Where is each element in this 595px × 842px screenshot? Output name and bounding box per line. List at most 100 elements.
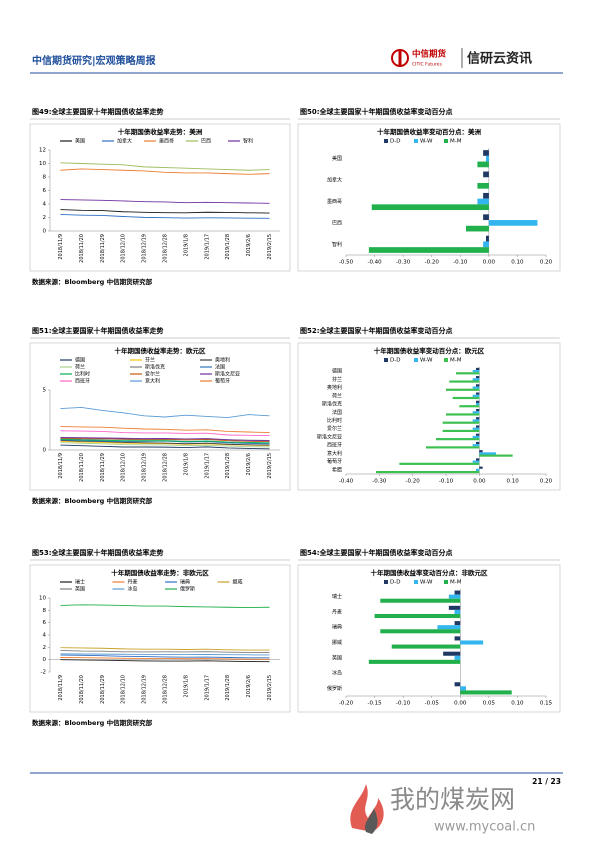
figure-title: 图52:全球主要国家十年期国债收益率变动百分点 xyxy=(300,326,453,335)
bar xyxy=(476,458,480,461)
bar xyxy=(452,396,480,400)
category-label: 奥地利 xyxy=(327,384,342,391)
x-tick-label: 2018/12/10 xyxy=(121,453,127,482)
category-label: 爱尔兰 xyxy=(327,425,342,432)
x-tick-label: 0.05 xyxy=(483,701,496,707)
bar xyxy=(459,405,480,408)
x-tick-label: 0.10 xyxy=(511,260,524,266)
bar xyxy=(476,384,480,387)
x-tick-label: 2019/1/8 xyxy=(183,453,189,475)
x-tick-label: 0.00 xyxy=(473,479,486,485)
y-tick-label: 8 xyxy=(43,608,47,614)
x-tick-label: -0.20 xyxy=(406,479,421,485)
legend-label: 斯洛文尼亚 xyxy=(215,371,240,378)
series-line xyxy=(60,430,270,437)
bar xyxy=(442,421,480,424)
x-tick-label: 2018/12/19 xyxy=(142,675,148,704)
category-label: 加拿大 xyxy=(327,177,342,184)
x-tick-label: 2019/1/28 xyxy=(225,675,231,701)
legend-label: 挪威 xyxy=(233,579,243,586)
x-tick-label: 2018/12/28 xyxy=(163,453,169,482)
bar xyxy=(448,594,461,599)
category-label: 智利 xyxy=(332,241,342,248)
bar xyxy=(476,468,480,471)
y-tick-label: 5 xyxy=(43,388,47,394)
legend-swatch xyxy=(414,580,418,584)
bar xyxy=(374,613,461,619)
series-line xyxy=(60,442,270,448)
bar xyxy=(443,651,461,656)
category-label: 挪威 xyxy=(332,639,342,646)
legend-label: 俄罗斯 xyxy=(180,586,195,593)
bar xyxy=(446,388,480,391)
bar xyxy=(476,376,480,379)
bar xyxy=(446,413,480,416)
chart-frame xyxy=(29,123,291,272)
series-line xyxy=(60,653,270,656)
figure-title: 图51:全球主要国家十年期国债收益率走势 xyxy=(32,326,164,335)
bar xyxy=(477,198,489,205)
bar xyxy=(488,220,538,226)
y-tick-label: 6 xyxy=(43,620,47,626)
bar xyxy=(479,452,496,455)
x-tick-label: 0.00 xyxy=(454,701,467,707)
legend-label: 西班牙 xyxy=(75,378,90,385)
x-tick-label: 2018/12/19 xyxy=(142,453,148,482)
legend-label: 德国 xyxy=(75,357,85,364)
bar xyxy=(472,378,480,381)
chart-title: 十年期国债收益率走势：欧元区 xyxy=(115,346,207,355)
x-tick-label: -0.40 xyxy=(367,260,382,266)
y-tick-label: 6 xyxy=(43,188,47,194)
series-line xyxy=(60,199,270,204)
bar xyxy=(479,450,483,453)
bar xyxy=(476,367,480,371)
bar xyxy=(466,225,489,232)
series-line xyxy=(60,406,270,419)
x-tick-label: 2019/2/15 xyxy=(267,675,273,701)
bar xyxy=(472,411,480,414)
x-tick-label: -0.50 xyxy=(339,260,354,266)
bar xyxy=(472,427,480,430)
legend-label: 墨西哥 xyxy=(159,139,174,145)
chart-frame xyxy=(297,123,561,272)
bar xyxy=(376,470,480,474)
y-tick-label: 8 xyxy=(43,175,47,181)
x-tick-label: 2018/11/29 xyxy=(100,453,106,482)
x-tick-label: 2019/2/6 xyxy=(246,234,252,256)
legend-label: 瑞士 xyxy=(75,579,85,586)
bar xyxy=(460,640,484,645)
bar xyxy=(486,235,489,242)
series-line xyxy=(60,214,270,219)
bar xyxy=(476,433,480,436)
y-tick-label: 0 xyxy=(43,448,47,454)
bar xyxy=(380,629,461,634)
bar xyxy=(483,171,489,178)
legend-label: 法国 xyxy=(215,364,225,371)
category-label: 丹麦 xyxy=(332,608,342,615)
chart-title: 十年期国债收益率走势：美洲 xyxy=(118,127,203,136)
figure-title: 图53:全球主要国家十年期国债收益率走势 xyxy=(32,548,164,557)
legend-swatch xyxy=(414,139,418,143)
x-tick-label: -0.10 xyxy=(396,701,411,707)
category-label: 西班牙 xyxy=(327,442,342,449)
x-tick-label: 2019/2/15 xyxy=(267,234,273,260)
legend-label: M-M xyxy=(450,580,462,586)
x-tick-label: -0.30 xyxy=(396,260,411,266)
x-tick-label: -0.20 xyxy=(425,260,440,266)
category-label: 墨西哥 xyxy=(327,199,342,205)
figure-title: 图49:全球主要国家十年期国债收益率走势 xyxy=(32,107,164,116)
watermark-url: www.mycoal.cn xyxy=(434,820,535,835)
bar xyxy=(399,462,480,465)
chart-frame xyxy=(29,342,291,491)
bar xyxy=(391,644,461,649)
bar xyxy=(454,682,461,687)
bar xyxy=(472,419,480,422)
series-line xyxy=(60,649,270,654)
category-label: 比利时 xyxy=(327,417,342,424)
bar xyxy=(476,400,480,403)
x-tick-label: 2019/2/6 xyxy=(246,675,252,697)
x-tick-label: 2018/11/29 xyxy=(100,675,106,704)
logo-text: 中信期货 xyxy=(412,49,447,60)
bar xyxy=(479,454,513,457)
